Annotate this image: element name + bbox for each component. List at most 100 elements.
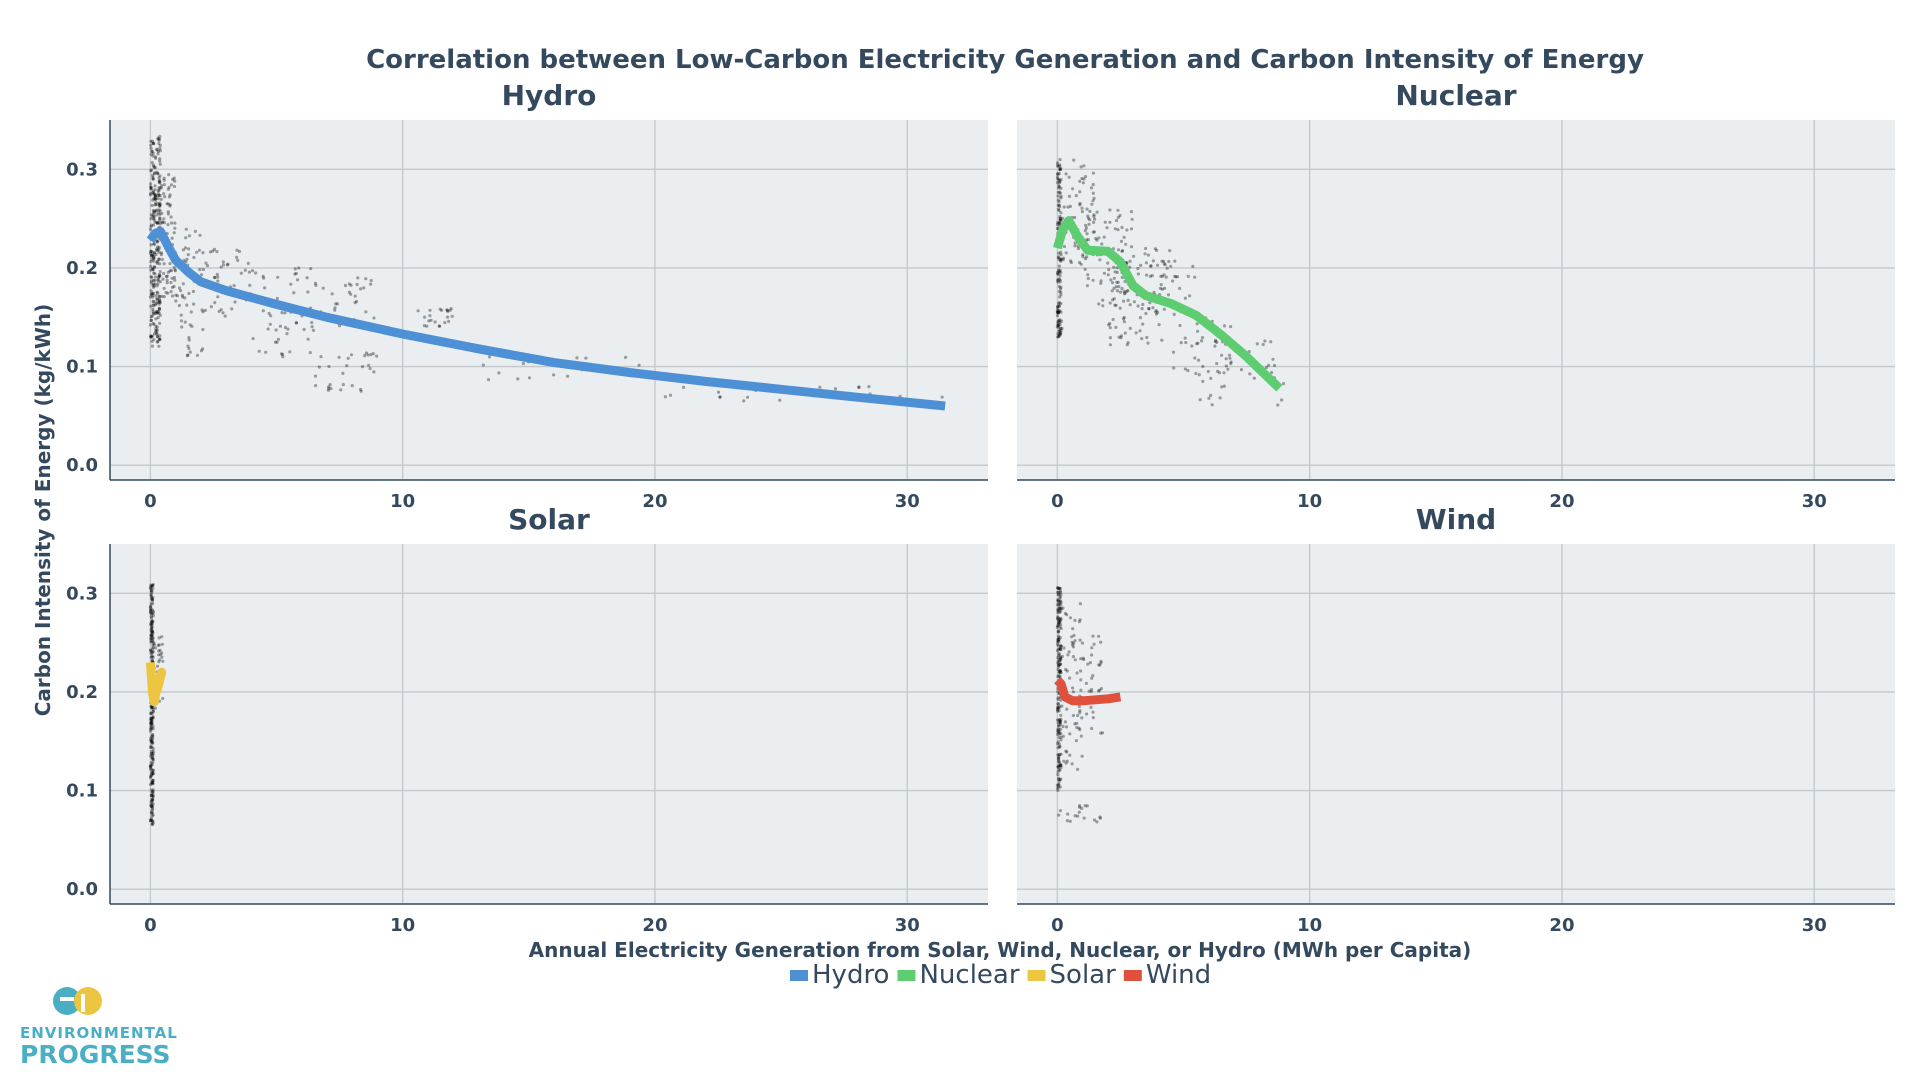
scatter-point [1125, 343, 1129, 347]
scatter-point [150, 719, 154, 723]
scatter-point [372, 316, 376, 320]
scatter-point [1197, 358, 1201, 362]
scatter-point [1115, 270, 1119, 274]
scatter-point [156, 192, 160, 196]
scatter-point [195, 250, 199, 254]
scatter-point [150, 797, 154, 802]
scatter-point [1055, 181, 1060, 185]
x-tick-label: 30 [1802, 491, 1827, 512]
scatter-point [281, 355, 285, 359]
scatter-point [149, 606, 153, 610]
scatter-point [152, 254, 156, 258]
scatter-point [199, 273, 204, 277]
scatter-point [1078, 190, 1082, 194]
scatter-point [162, 295, 166, 299]
scatter-point [1057, 640, 1061, 644]
scatter-point [1057, 304, 1061, 308]
scatter-point [154, 329, 158, 333]
scatter-point [181, 248, 185, 252]
scatter-point [1143, 252, 1147, 256]
scatter-point [1058, 218, 1063, 222]
scatter-point [1059, 616, 1063, 621]
scatter-point [1056, 598, 1060, 602]
scatter-point [663, 395, 668, 399]
scatter-point [1111, 317, 1115, 322]
scatter-point [1056, 760, 1060, 764]
scatter-point [1059, 331, 1063, 335]
scatter-point [1058, 295, 1062, 299]
scatter-point [1099, 731, 1103, 735]
scatter-point [149, 281, 154, 285]
scatter-point [152, 332, 157, 336]
scatter-point [151, 705, 155, 709]
x-tick-label: 0 [1051, 915, 1064, 936]
scatter-point [1065, 819, 1069, 823]
scatter-point [151, 211, 156, 215]
scatter-point [160, 211, 164, 215]
scatter-point [1148, 274, 1152, 278]
scatter-point [1092, 214, 1096, 218]
scatter-point [286, 327, 290, 331]
scatter-point [329, 387, 333, 391]
scatter-point [1057, 718, 1061, 722]
scatter-point [333, 306, 337, 310]
scatter-point [151, 311, 155, 315]
scatter-point [308, 351, 312, 355]
scatter-point [1061, 216, 1065, 220]
scatter-point [1155, 263, 1160, 267]
scatter-point [148, 295, 152, 299]
scatter-point [1057, 172, 1061, 176]
scatter-point [166, 270, 170, 274]
scatter-point [1220, 385, 1224, 389]
legend-item-hydro: Hydro [790, 960, 889, 990]
scatter-point [150, 616, 154, 620]
scatter-point [1116, 228, 1120, 232]
scatter-point [149, 217, 153, 221]
scatter-point [157, 649, 161, 653]
scatter-point [1059, 656, 1063, 660]
scatter-point [149, 620, 154, 624]
x-tick-label: 20 [1549, 915, 1574, 936]
scatter-point [1280, 398, 1284, 402]
scatter-point [157, 294, 161, 298]
scatter-point [151, 620, 155, 624]
scatter-point [151, 283, 155, 287]
scatter-point [1057, 220, 1061, 224]
scatter-point [149, 751, 153, 756]
scatter-point [156, 202, 160, 206]
scatter-point [1057, 208, 1061, 213]
scatter-point [175, 294, 180, 298]
scatter-point [151, 771, 155, 775]
scatter-point [1056, 696, 1060, 700]
scatter-point [149, 651, 153, 655]
scatter-point [151, 163, 155, 167]
scatter-point [1090, 202, 1094, 206]
scatter-point [1114, 303, 1118, 307]
scatter-point [1057, 186, 1061, 190]
scatter-point [158, 162, 162, 166]
scatter-point [1063, 720, 1067, 724]
scatter-point [156, 221, 160, 225]
scatter-point [1057, 728, 1061, 732]
scatter-point [1098, 688, 1102, 692]
scatter-point [155, 664, 160, 668]
scatter-point [1066, 205, 1070, 209]
scatter-point [1056, 674, 1060, 679]
scatter-point [155, 300, 159, 304]
legend-swatch [1027, 970, 1046, 981]
scatter-point [156, 335, 160, 339]
scatter-point [1152, 290, 1156, 294]
scatter-point [1073, 618, 1077, 623]
scatter-point [1120, 275, 1124, 280]
scatter-point [160, 220, 165, 224]
scatter-point [1057, 268, 1061, 272]
scatter-point [1056, 630, 1060, 634]
scatter-point [1058, 309, 1062, 313]
scatter-point [155, 325, 159, 329]
scatter-point [149, 249, 153, 253]
scatter-point [1057, 674, 1061, 678]
scatter-point [487, 355, 492, 359]
scatter-point [153, 265, 157, 269]
scatter-point [150, 808, 154, 812]
scatter-point [364, 277, 368, 281]
